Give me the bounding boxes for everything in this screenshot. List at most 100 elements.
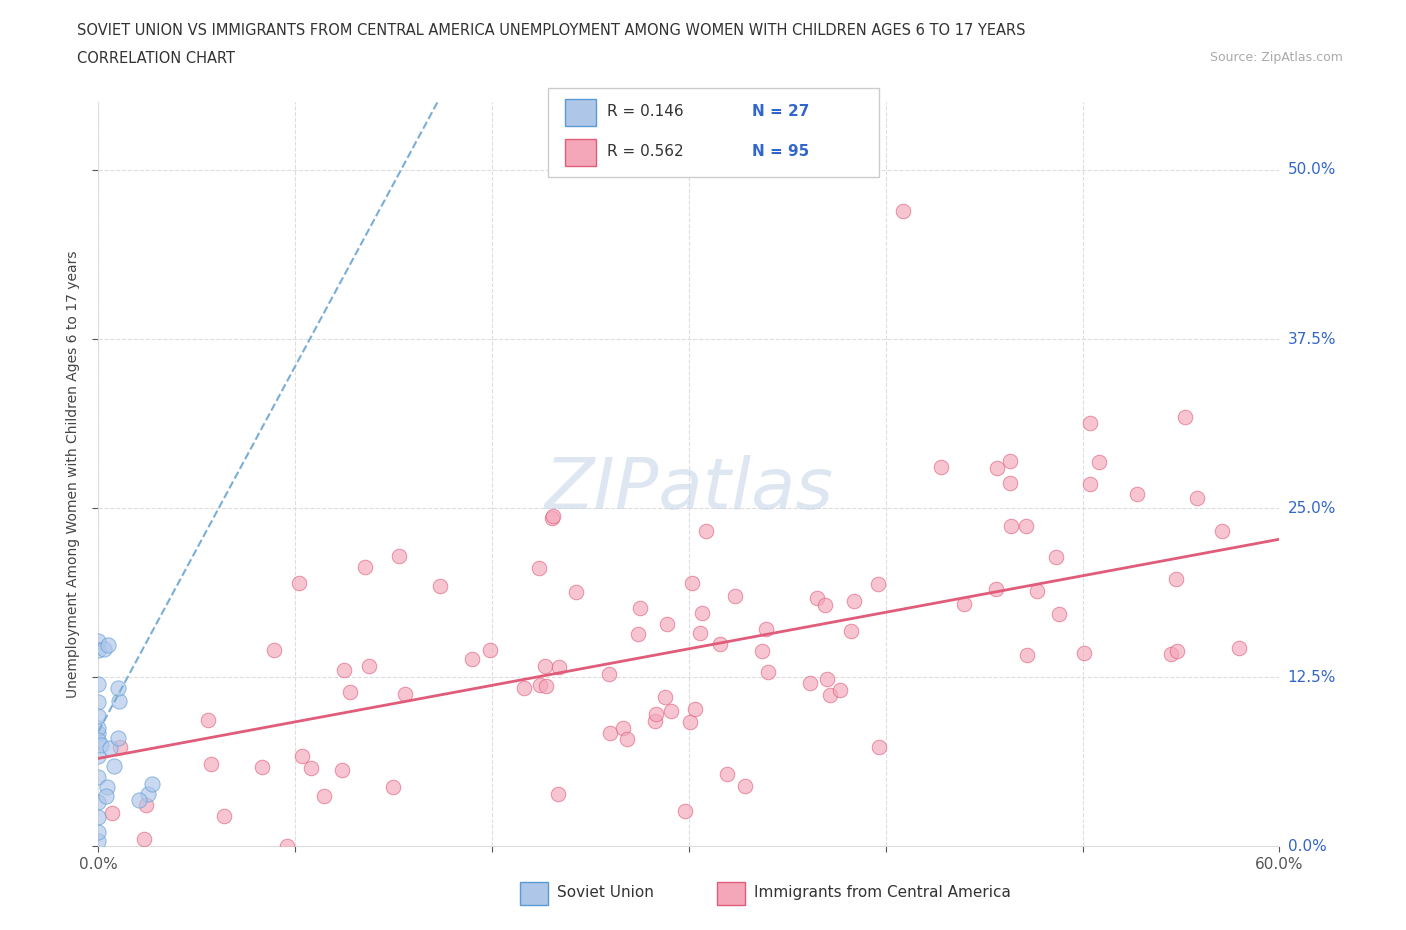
Point [141,777,163,791]
Point [110,740,132,755]
Text: 0.0%: 0.0% [1288,839,1326,854]
Point [263,643,285,658]
Point [107,730,129,745]
Point [548,660,571,675]
Point [709,636,731,651]
Point [628,601,651,616]
Point [87,709,110,724]
Point [1173,409,1195,424]
Point [108,693,131,708]
Point [673,804,696,818]
Point [87,633,110,648]
Point [333,662,356,677]
Point [984,581,1007,596]
Point [87,725,110,740]
Text: R = 0.562: R = 0.562 [607,144,683,159]
Point [299,761,322,776]
Point [866,577,889,591]
Point [799,675,821,690]
Point [1187,490,1209,505]
Point [806,591,828,605]
Point [1211,524,1233,538]
Point [197,712,219,727]
Point [565,584,588,599]
Point [716,767,738,782]
Point [678,715,700,730]
Text: ZIPatlas: ZIPatlas [544,455,834,524]
Point [96,779,118,794]
Point [1227,641,1250,656]
Point [543,509,565,524]
Point [1160,646,1182,661]
Point [690,605,713,620]
Point [87,833,110,848]
Point [868,739,890,754]
Point [87,676,110,691]
Point [681,576,703,591]
Point [276,839,298,854]
Text: Source: ZipAtlas.com: Source: ZipAtlas.com [1209,51,1343,64]
Text: Soviet Union: Soviet Union [557,885,654,900]
Point [529,678,551,693]
Point [1164,571,1187,586]
Point [93,642,115,657]
Point [132,832,155,847]
Point [87,794,110,809]
Point [547,787,569,802]
Point [98,741,121,756]
Point [87,733,110,748]
Point [87,769,110,784]
Text: 50.0%: 50.0% [1288,163,1336,178]
Point [527,560,550,575]
Point [461,652,484,667]
Point [534,679,557,694]
Point [87,810,110,825]
Point [534,658,557,673]
Point [87,694,110,709]
Point [103,758,125,773]
Point [929,459,952,474]
Point [136,787,159,802]
Text: 12.5%: 12.5% [1288,670,1336,684]
Point [87,720,110,735]
Point [598,667,620,682]
Point [513,680,536,695]
Point [893,203,915,218]
Text: N = 27: N = 27 [752,104,810,119]
Point [755,621,778,636]
Point [986,461,1008,476]
Y-axis label: Unemployment Among Women with Children Ages 6 to 17 years: Unemployment Among Women with Children A… [66,250,80,698]
Point [312,789,335,804]
Point [815,671,838,686]
Point [101,805,124,820]
Point [751,643,773,658]
Point [87,642,110,657]
Point [1073,646,1095,661]
Text: 37.5%: 37.5% [1288,331,1336,347]
Point [87,825,110,840]
Point [998,454,1021,469]
Point [353,560,375,575]
Point [756,665,779,680]
Point [1000,518,1022,533]
Point [612,720,634,735]
Point [381,780,404,795]
Point [252,760,274,775]
Point [1166,644,1188,658]
Point [1000,475,1022,490]
Point [128,792,150,807]
Text: SOVIET UNION VS IMMIGRANTS FROM CENTRAL AMERICA UNEMPLOYMENT AMONG WOMEN WITH CH: SOVIET UNION VS IMMIGRANTS FROM CENTRAL … [77,23,1026,38]
Point [655,617,678,631]
Point [734,778,756,793]
Point [828,683,851,698]
Point [1126,486,1149,501]
Point [1087,455,1109,470]
Point [1078,416,1101,431]
Point [1015,647,1038,662]
Point [1015,518,1038,533]
Text: R = 0.146: R = 0.146 [607,104,683,119]
Point [644,707,666,722]
Point [654,689,676,704]
Point [200,757,222,772]
Point [1025,583,1047,598]
